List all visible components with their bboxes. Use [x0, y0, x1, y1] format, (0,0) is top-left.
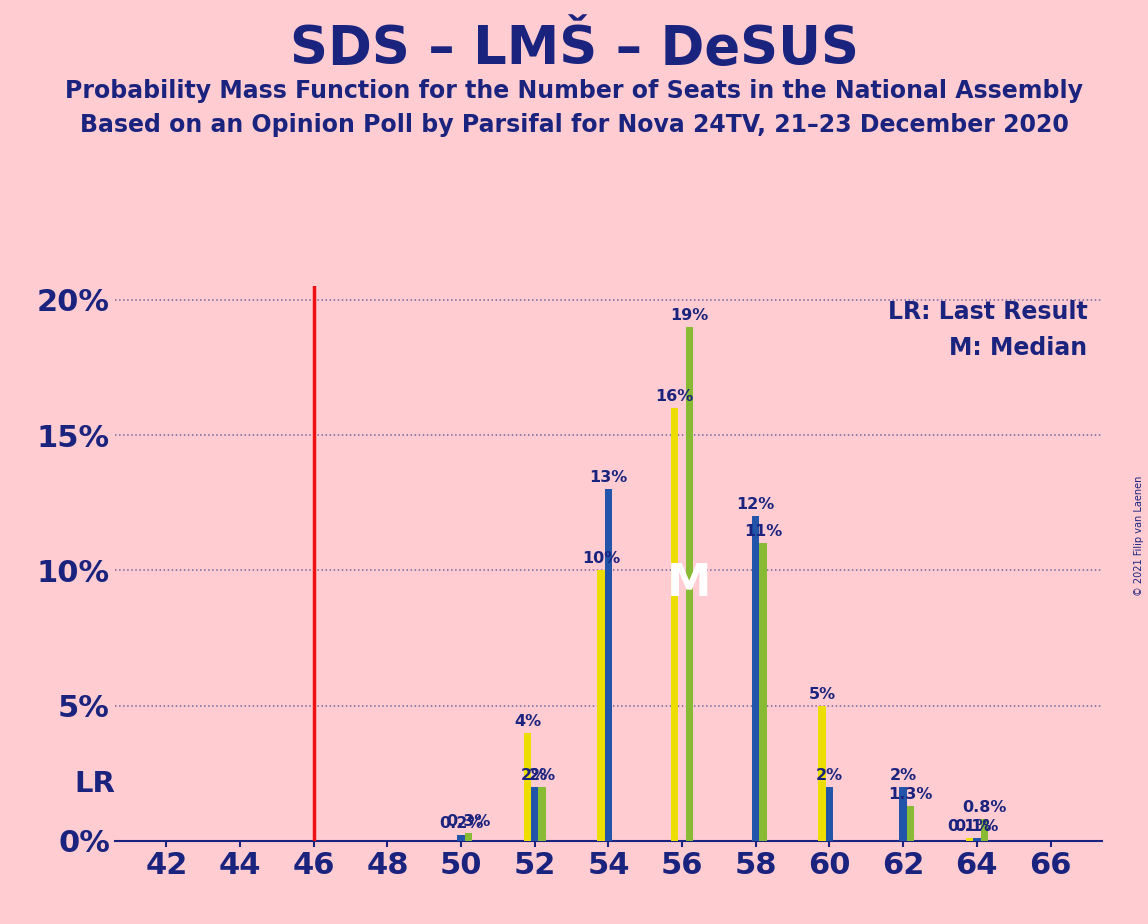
- Text: LR: LR: [75, 771, 115, 798]
- Text: 10%: 10%: [582, 552, 620, 566]
- Text: 0.1%: 0.1%: [955, 819, 999, 834]
- Bar: [760, 543, 767, 841]
- Text: © 2021 Filip van Laenen: © 2021 Filip van Laenen: [1134, 476, 1143, 596]
- Bar: [538, 786, 545, 841]
- Bar: [672, 408, 678, 841]
- Text: M: M: [667, 563, 712, 605]
- Text: 5%: 5%: [808, 687, 836, 701]
- Bar: [532, 786, 538, 841]
- Text: 4%: 4%: [514, 713, 541, 729]
- Bar: [465, 833, 472, 841]
- Text: 0.1%: 0.1%: [947, 819, 992, 834]
- Text: SDS – LMŠ – DeSUS: SDS – LMŠ – DeSUS: [289, 23, 859, 75]
- Text: 11%: 11%: [744, 524, 782, 540]
- Text: 2%: 2%: [816, 768, 843, 783]
- Bar: [825, 786, 833, 841]
- Bar: [907, 806, 914, 841]
- Bar: [974, 838, 980, 841]
- Bar: [980, 820, 988, 841]
- Text: 2%: 2%: [528, 768, 556, 783]
- Text: 12%: 12%: [737, 497, 775, 512]
- Text: LR: Last Result: LR: Last Result: [887, 300, 1087, 324]
- Text: 2%: 2%: [890, 768, 917, 783]
- Text: 2%: 2%: [521, 768, 549, 783]
- Text: Probability Mass Function for the Number of Seats in the National Assembly: Probability Mass Function for the Number…: [65, 79, 1083, 103]
- Text: 13%: 13%: [589, 470, 628, 485]
- Text: 0.3%: 0.3%: [447, 814, 490, 829]
- Text: 0.2%: 0.2%: [439, 817, 483, 832]
- Bar: [685, 327, 693, 841]
- Text: 0.8%: 0.8%: [962, 800, 1007, 815]
- Bar: [523, 733, 532, 841]
- Bar: [819, 706, 825, 841]
- Bar: [605, 490, 612, 841]
- Bar: [965, 838, 974, 841]
- Text: Based on an Opinion Poll by Parsifal for Nova 24TV, 21–23 December 2020: Based on an Opinion Poll by Parsifal for…: [79, 113, 1069, 137]
- Bar: [752, 517, 760, 841]
- Bar: [900, 786, 907, 841]
- Bar: [597, 570, 605, 841]
- Text: 1.3%: 1.3%: [889, 786, 932, 802]
- Text: 16%: 16%: [656, 389, 693, 404]
- Text: 19%: 19%: [670, 308, 708, 323]
- Bar: [457, 835, 465, 841]
- Text: M: Median: M: Median: [949, 336, 1087, 360]
